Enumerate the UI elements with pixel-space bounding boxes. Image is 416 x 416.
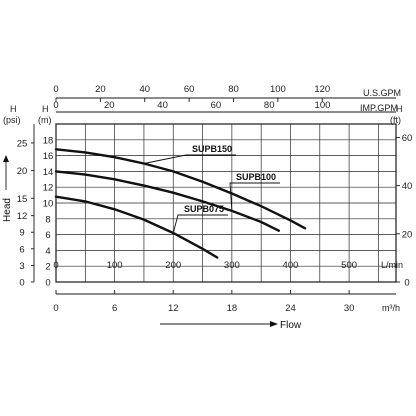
y-tick-m: 14 (43, 167, 54, 178)
y-tick-psi: 15 (17, 194, 28, 205)
right-ft-symbol: H (396, 104, 403, 114)
x-tick-m3h: 18 (227, 303, 238, 314)
left-m-unit: (m) (38, 115, 52, 125)
top-tick-impgpm: 40 (157, 100, 168, 111)
x-tick-m3h: 24 (285, 303, 296, 314)
x-tick-lpm: 400 (283, 260, 299, 271)
y-tick-ft: 20 (402, 229, 413, 240)
x-tick-lpm: 100 (107, 260, 123, 271)
y-tick-m: 10 (43, 199, 54, 210)
top-usgpm-unit: U.S.GPM (363, 88, 401, 98)
y-tick-m: 16 (43, 151, 54, 162)
series-label-supb075: SUPB075 (184, 204, 224, 214)
series-labels: SUPB150 SUPB100 SUPB075 (143, 144, 280, 234)
top-tick-impgpm: 20 (104, 100, 115, 111)
y-tick-psi: 9 (19, 228, 24, 239)
left-m-symbol: H (42, 104, 49, 114)
y-tick-ft: 60 (402, 133, 413, 144)
x-tick-m3h: 30 (344, 303, 355, 314)
series-label-supb150: SUPB150 (192, 144, 232, 154)
y-tick-psi: 20 (17, 166, 28, 177)
top-tick-usgpm: 60 (184, 84, 195, 95)
x-tick-m3h: 0 (53, 303, 58, 314)
x-tick-lpm: 500 (341, 260, 357, 271)
series-curves (54, 148, 307, 259)
y-axis-title-arrowhead (3, 155, 9, 162)
series-leader-supb075 (172, 214, 228, 234)
left-psi-symbol: H (10, 104, 17, 114)
plot-frame (55, 123, 397, 283)
top-tick-impgpm: 80 (264, 100, 275, 111)
x-tick-lpm: 200 (165, 260, 181, 271)
y-tick-m: 6 (45, 230, 50, 241)
right-ft-unit: (ft) (390, 115, 401, 125)
top-tick-usgpm: 120 (314, 84, 330, 95)
x-tick-m3h: 6 (112, 303, 117, 314)
y-axis-title: Head (2, 198, 13, 222)
series-leader-supb150 (143, 154, 236, 164)
y-tick-m: 4 (45, 246, 50, 257)
top-tick-impgpm: 0 (53, 100, 58, 111)
y-tick-m: 18 (43, 135, 54, 146)
top-tick-usgpm: 40 (139, 84, 150, 95)
y-tick-psi: 12 (17, 211, 28, 222)
bottom-m3h-unit: m³/h (382, 303, 400, 313)
y-tick-psi: 0 (19, 278, 24, 289)
y-tick-m: 2 (45, 262, 50, 273)
x-tick-m3h: 12 (168, 303, 179, 314)
curve-supb100 (54, 170, 280, 232)
top-impgpm-unit: IMP.GPM (360, 103, 398, 113)
bottom-lpm-unit: L/min (381, 260, 403, 270)
x-axis-title: Flow (280, 320, 302, 331)
x-axis-title-arrowhead (270, 321, 278, 327)
top-tick-impgpm: 60 (211, 100, 222, 111)
curve-supb075 (54, 195, 219, 259)
y-tick-m: 12 (43, 183, 54, 194)
top-tick-usgpm: 20 (95, 84, 106, 95)
curve-supb150 (54, 148, 307, 230)
y-tick-psi: 3 (19, 261, 24, 272)
y-tick-ft: 40 (402, 181, 413, 192)
y-tick-psi: 25 (17, 138, 28, 149)
top-tick-impgpm: 100 (315, 100, 331, 111)
top-tick-usgpm: 100 (270, 84, 286, 95)
y-tick-m: 0 (45, 278, 50, 289)
top-tick-usgpm: 80 (228, 84, 239, 95)
left-psi-unit: (psi) (3, 115, 21, 125)
series-label-supb100: SUPB100 (236, 172, 276, 182)
top-tick-usgpm: 0 (53, 84, 58, 95)
y-tick-ft: 0 (404, 278, 409, 289)
y-tick-m: 8 (45, 214, 50, 225)
x-tick-lpm: 300 (224, 260, 240, 271)
y-tick-psi: 6 (19, 244, 24, 255)
series-leader-supb100 (229, 182, 280, 211)
